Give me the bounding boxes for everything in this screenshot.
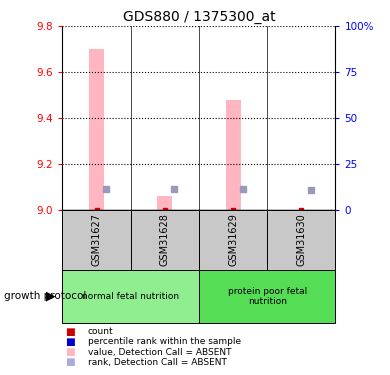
Text: ■: ■ bbox=[66, 327, 75, 337]
Bar bbox=[225, 100, 241, 210]
Text: percentile rank within the sample: percentile rank within the sample bbox=[88, 338, 241, 346]
Text: ■: ■ bbox=[66, 347, 75, 357]
Bar bbox=[199, 210, 267, 270]
Text: GSM31630: GSM31630 bbox=[296, 214, 306, 266]
Bar bbox=[267, 210, 335, 270]
Bar bbox=[157, 196, 172, 210]
Text: GSM31629: GSM31629 bbox=[228, 214, 238, 266]
Text: value, Detection Call = ABSENT: value, Detection Call = ABSENT bbox=[88, 348, 231, 357]
Text: ■: ■ bbox=[66, 357, 75, 367]
Text: protein poor fetal
nutrition: protein poor fetal nutrition bbox=[227, 286, 307, 306]
Text: growth protocol: growth protocol bbox=[4, 291, 86, 301]
Text: count: count bbox=[88, 327, 113, 336]
Bar bbox=[89, 49, 104, 210]
Text: rank, Detection Call = ABSENT: rank, Detection Call = ABSENT bbox=[88, 358, 227, 367]
Title: GDS880 / 1375300_at: GDS880 / 1375300_at bbox=[122, 10, 275, 24]
Bar bbox=[62, 210, 131, 270]
Text: normal fetal nutrition: normal fetal nutrition bbox=[82, 292, 179, 301]
Bar bbox=[62, 270, 199, 322]
Text: GSM31628: GSM31628 bbox=[160, 214, 170, 266]
Bar bbox=[199, 270, 335, 322]
Text: ■: ■ bbox=[66, 337, 75, 347]
Bar bbox=[131, 210, 199, 270]
Text: ▶: ▶ bbox=[46, 290, 55, 303]
Text: GSM31627: GSM31627 bbox=[92, 213, 101, 267]
